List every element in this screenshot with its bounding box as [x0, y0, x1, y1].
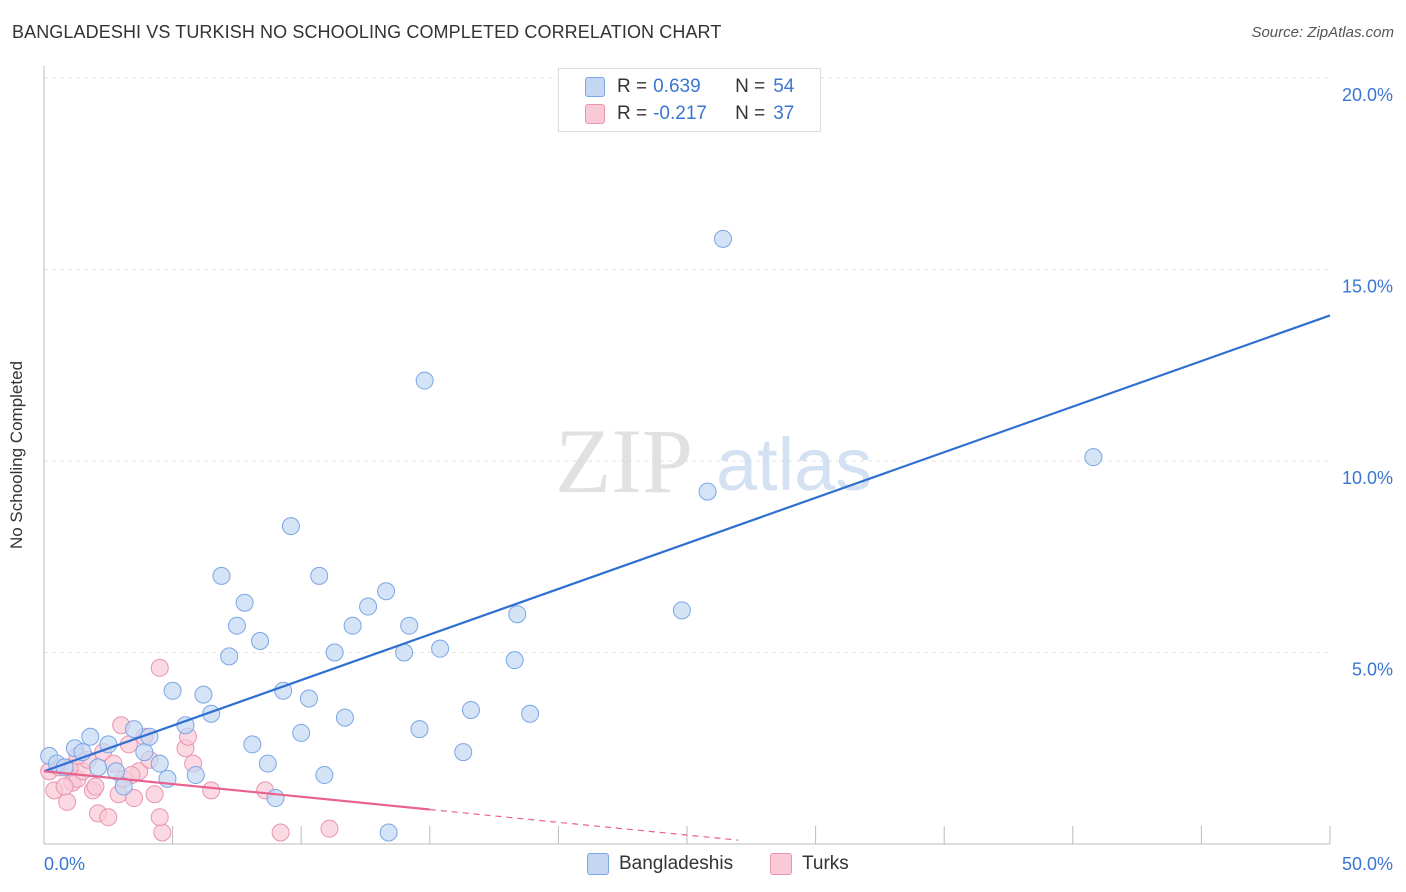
bangladeshi-point [325, 643, 344, 662]
y-tick-label: 15.0% [1342, 277, 1393, 297]
bangladeshi-point [135, 743, 154, 762]
bangladeshi-point [505, 651, 524, 670]
bangladeshi-point [125, 720, 144, 739]
bangladeshi-point [508, 605, 527, 624]
bangladeshi-point [212, 566, 231, 585]
bottom-legend-swatch-blue [587, 853, 609, 875]
bangladeshi-point [243, 735, 262, 754]
bangladeshi-point [292, 723, 311, 742]
y-tick-label: 20.0% [1342, 85, 1393, 105]
watermark-zip: ZIP [555, 410, 693, 512]
legend-swatch-blue [585, 77, 605, 97]
bangladeshi-point [431, 639, 450, 658]
bangladeshi-point [281, 517, 300, 536]
turk-point [202, 781, 221, 800]
bangladeshi-point [299, 689, 318, 708]
legend-n-label: N = [735, 103, 766, 124]
turk-point [150, 808, 169, 827]
source-note: Source: ZipAtlas.com [1251, 24, 1394, 41]
bottom-legend-bangladeshis: Bangladeshis [587, 852, 733, 876]
legend-n-label: N = [735, 76, 766, 97]
legend-r-label: R = [617, 76, 648, 97]
x-tick-label: 0.0% [44, 854, 85, 874]
bangladeshi-point [163, 681, 182, 700]
bangladeshi-point [107, 762, 126, 781]
bangladeshi-point [266, 789, 285, 808]
bangladeshi-trend-line [43, 314, 1331, 773]
bangladeshi-point [410, 720, 429, 739]
bangladeshi-point [186, 766, 205, 785]
turk-point [125, 789, 144, 808]
bangladeshi-point [315, 766, 334, 785]
bangladeshi-point [377, 582, 396, 601]
bangladeshi-point [227, 616, 246, 635]
turk-point [153, 823, 172, 842]
bangladeshi-point [379, 823, 398, 842]
watermark-atlas: atlas [716, 423, 872, 506]
turk-point [150, 658, 169, 677]
turk-point [99, 808, 118, 827]
y-tick-label: 10.0% [1342, 468, 1393, 488]
bangladeshi-point [251, 632, 270, 651]
legend-row-bangladeshis: R = 0.639 N = 54 [585, 75, 794, 99]
turk-trend-extension [429, 808, 739, 841]
legend-n-value: 54 [773, 76, 795, 97]
turk-trend-line [43, 770, 430, 811]
bangladeshi-point [310, 566, 329, 585]
turk-point [55, 777, 74, 796]
legend-n-value: 37 [773, 103, 795, 124]
bangladeshi-point [235, 593, 254, 612]
bangladeshi-point [343, 616, 362, 635]
turk-point [320, 819, 339, 838]
turk-point [145, 785, 164, 804]
bottom-legend-label: Bangladeshis [619, 853, 734, 874]
y-axis-title: No Schooling Completed [7, 360, 26, 550]
bangladeshi-point [400, 616, 419, 635]
bangladeshi-point [521, 704, 540, 723]
chart-title: BANGLADESHI VS TURKISH NO SCHOOLING COMP… [12, 22, 722, 42]
legend-r-value: -0.217 [653, 103, 707, 124]
bangladeshi-point [258, 754, 277, 773]
legend-r-label: R = [617, 103, 648, 124]
bangladeshi-point [150, 754, 169, 773]
legend-swatch-pink [585, 104, 605, 124]
bangladeshi-point [698, 482, 717, 501]
bangladeshi-point [714, 229, 733, 248]
bangladeshi-point [1084, 448, 1103, 467]
bangladeshi-point [359, 597, 378, 616]
bangladeshi-point [461, 700, 480, 719]
bangladeshi-point [454, 743, 473, 762]
x-tick-label: 50.0% [1342, 854, 1393, 874]
bangladeshi-point [335, 708, 354, 727]
bangladeshi-point [220, 647, 239, 666]
y-tick-label: 5.0% [1352, 660, 1393, 680]
bottom-legend-swatch-pink [770, 853, 792, 875]
bangladeshi-point [274, 681, 293, 700]
bangladeshi-point [194, 685, 213, 704]
bangladeshi-point [81, 727, 100, 746]
bangladeshi-point [89, 758, 108, 777]
correlation-legend: R = 0.639 N = 54 R = -0.217 N = 37 [558, 68, 821, 132]
turk-point [86, 777, 105, 796]
bangladeshi-point [415, 371, 434, 390]
bottom-legend-turks: Turks [770, 852, 849, 876]
turk-point [58, 792, 77, 811]
turk-point [271, 823, 290, 842]
legend-row-turks: R = -0.217 N = 37 [585, 102, 794, 126]
bottom-legend-label: Turks [802, 853, 849, 874]
legend-r-value: 0.639 [653, 76, 701, 97]
bangladeshi-point [672, 601, 691, 620]
